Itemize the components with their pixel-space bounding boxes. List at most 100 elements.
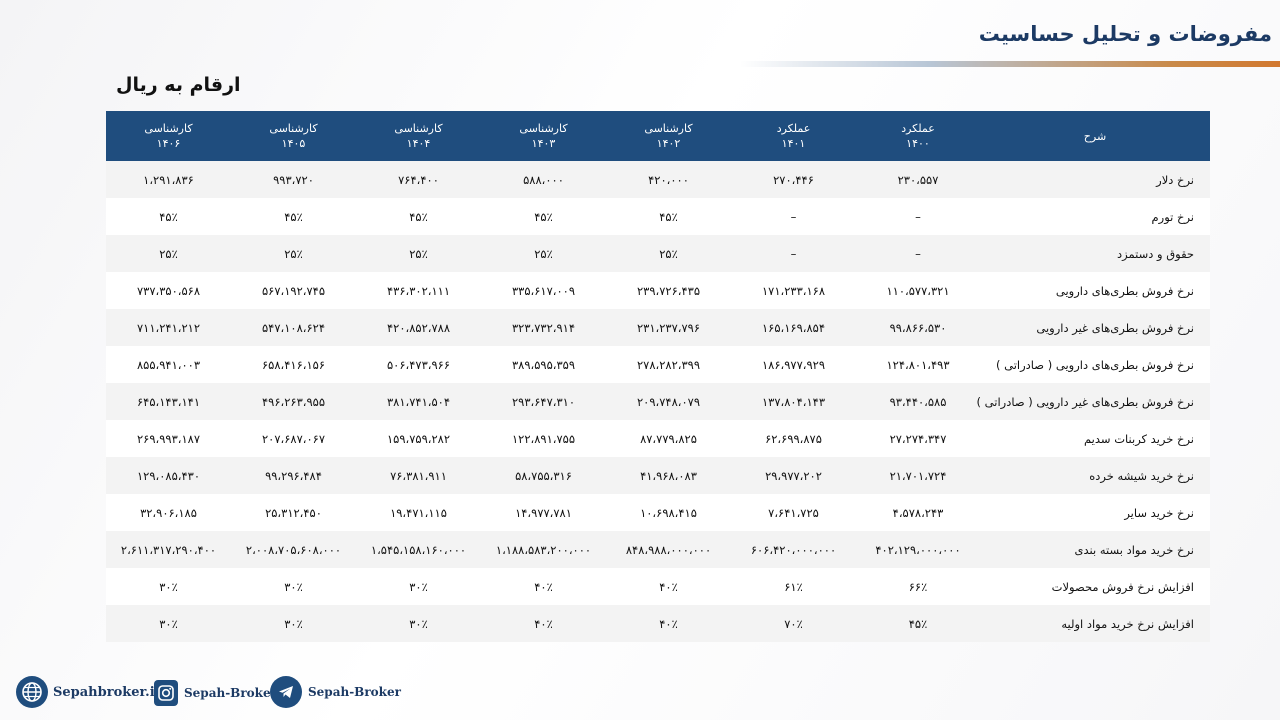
- column-header-type: کارشناسی: [644, 122, 693, 135]
- table-cell: ۴۰٪: [481, 568, 606, 605]
- table-cell: ۲۵٪: [231, 235, 356, 272]
- website-text: Sepahbroker.ir: [53, 684, 162, 700]
- table-cell: ۱۲۲،۸۹۱،۷۵۵: [481, 420, 606, 457]
- website-link[interactable]: Sepahbroker.ir: [16, 676, 161, 708]
- table-cell: ۳۰٪: [106, 568, 231, 605]
- row-label: حقوق و دستمزد: [980, 235, 1210, 272]
- column-header-1406: کارشناسی ۱۴۰۶: [106, 111, 231, 161]
- table-cell: ۱۱۰،۵۷۷،۳۲۱: [856, 272, 980, 309]
- table-cell: ۱،۵۴۵،۱۵۸،۱۶۰،۰۰۰: [356, 531, 481, 568]
- row-label: افزایش نرخ فروش محصولات: [980, 568, 1210, 605]
- row-label: نرخ فروش بطری‌های دارویی: [980, 272, 1210, 309]
- table-cell: ۷،۶۴۱،۷۲۵: [731, 494, 856, 531]
- table-cell: ۲۳۱،۲۳۷،۷۹۶: [606, 309, 731, 346]
- table-cell: ۲۶۹،۹۹۳،۱۸۷: [106, 420, 231, 457]
- table-cell: ۱۲۹،۰۸۵،۴۳۰: [106, 457, 231, 494]
- column-header-1403: کارشناسی ۱۴۰۳: [481, 111, 606, 161]
- table-cell: ۲۵٪: [481, 235, 606, 272]
- table-cell: ۵۸،۷۵۵،۳۱۶: [481, 457, 606, 494]
- row-label: نرخ تورم: [980, 198, 1210, 235]
- table-cell: ۱۵۹،۷۵۹،۲۸۲: [356, 420, 481, 457]
- table-cell: ۲۵٪: [356, 235, 481, 272]
- table-row: نرخ فروش بطری‌های غیر دارویی ( صادراتی )…: [106, 383, 1210, 420]
- column-header-description: شرح: [980, 111, 1210, 161]
- table-cell: ۳۲،۹۰۶،۱۸۵: [106, 494, 231, 531]
- table-cell: ۷۰٪: [731, 605, 856, 642]
- table-cell: ۴۵٪: [606, 198, 731, 235]
- table-cell: –: [856, 235, 980, 272]
- table-cell: ۲۷۰،۴۴۶: [731, 161, 856, 198]
- table-cell: ۷۶۴،۴۰۰: [356, 161, 481, 198]
- table-cell: ۱۳۷،۸۰۴،۱۴۳: [731, 383, 856, 420]
- table-cell: ۵۴۷،۱۰۸،۶۲۴: [231, 309, 356, 346]
- column-header-type: کارشناسی: [144, 122, 193, 135]
- row-label: نرخ دلار: [980, 161, 1210, 198]
- table-cell: ۹۹۳،۷۲۰: [231, 161, 356, 198]
- table-cell: ۳۳۵،۶۱۷،۰۰۹: [481, 272, 606, 309]
- table-row: نرخ فروش بطری‌های غیر دارویی ۹۹،۸۶۶،۵۳۰ ۱۶…: [106, 309, 1210, 346]
- column-header-1405: کارشناسی ۱۴۰۵: [231, 111, 356, 161]
- row-label: نرخ خرید سایر: [980, 494, 1210, 531]
- table-cell: ۴۳۶،۳۰۲،۱۱۱: [356, 272, 481, 309]
- table-cell: ۳۰٪: [231, 568, 356, 605]
- table-row: نرخ خرید شیشه خرده ۲۱،۷۰۱،۷۲۴ ۲۹،۹۷۷،۲۰۲ ۴۱…: [106, 457, 1210, 494]
- instagram-handle: Sepah-Broker: [184, 686, 277, 700]
- table-cell: ۴۵٪: [481, 198, 606, 235]
- table-cell: ۲۱،۷۰۱،۷۲۴: [856, 457, 980, 494]
- table-cell: ۹۹،۸۶۶،۵۳۰: [856, 309, 980, 346]
- table-cell: ۳۸۹،۵۹۵،۳۵۹: [481, 346, 606, 383]
- table-cell: ۶۰۶،۴۲۰،۰۰۰،۰۰۰: [731, 531, 856, 568]
- table-cell: ۳۰٪: [356, 605, 481, 642]
- table-row: نرخ فروش بطری‌های دارویی ( صادراتی ) ۱۲۴،…: [106, 346, 1210, 383]
- table-cell: –: [731, 198, 856, 235]
- table-cell: ۴،۵۷۸،۲۴۳: [856, 494, 980, 531]
- table-cell: ۲۳۰،۵۵۷: [856, 161, 980, 198]
- column-header-1404: کارشناسی ۱۴۰۴: [356, 111, 481, 161]
- table-cell: –: [731, 235, 856, 272]
- table-cell: ۱۰،۶۹۸،۴۱۵: [606, 494, 731, 531]
- column-header-type: کارشناسی: [519, 122, 568, 135]
- table-cell: ۲۷،۲۷۴،۳۴۷: [856, 420, 980, 457]
- slide-title: مفروضات و تحلیل حساسیت: [978, 22, 1272, 46]
- column-header-type: عملکرد: [901, 122, 935, 135]
- table-cell: ۹۹،۲۹۶،۴۸۴: [231, 457, 356, 494]
- table-cell: ۴۰٪: [606, 568, 731, 605]
- table-cell: ۸۷،۷۷۹،۸۲۵: [606, 420, 731, 457]
- table-cell: ۴۲۰،۸۵۲،۷۸۸: [356, 309, 481, 346]
- row-label: نرخ خرید مواد بسته بندی: [980, 531, 1210, 568]
- table-cell: ۱۷۱،۲۳۳،۱۶۸: [731, 272, 856, 309]
- column-header-type: عملکرد: [776, 122, 811, 135]
- table-cell: ۳۲۳،۷۳۲،۹۱۴: [481, 309, 606, 346]
- instagram-icon: [154, 680, 178, 706]
- table-cell: ۲۰۷،۶۸۷،۰۶۷: [231, 420, 356, 457]
- table-cell: ۱،۲۹۱،۸۳۶: [106, 161, 231, 198]
- table-cell: ۹۳،۴۴۰،۵۸۵: [856, 383, 980, 420]
- table-cell: ۴۵٪: [856, 605, 980, 642]
- table-cell: ۴۱،۹۶۸،۰۸۳: [606, 457, 731, 494]
- table-cell: ۱۸۶،۹۷۷،۹۲۹: [731, 346, 856, 383]
- row-label: افزایش نرخ خرید مواد اولیه: [980, 605, 1210, 642]
- table-cell: ۳۰٪: [356, 568, 481, 605]
- telegram-link[interactable]: Sepah-Broker: [270, 676, 401, 708]
- table-header-row: شرح عملکرد ۱۴۰۰ عملکرد ۱۴۰۱ کارشناسی ۱۴۰۲ ک…: [106, 111, 1210, 161]
- table-cell: ۱۹،۴۷۱،۱۱۵: [356, 494, 481, 531]
- instagram-link[interactable]: Sepah-Broker: [154, 680, 277, 706]
- table-row: نرخ فروش بطری‌های دارویی ۱۱۰،۵۷۷،۳۲۱ ۱۷۱،۲…: [106, 272, 1210, 309]
- table-cell: ۴۵٪: [356, 198, 481, 235]
- table-row: نرخ دلار ۲۳۰،۵۵۷ ۲۷۰،۴۴۶ ۴۲۰،۰۰۰ ۵۸۸،۰۰۰ ۷۶۴،…: [106, 161, 1210, 198]
- table-cell: ۴۰٪: [481, 605, 606, 642]
- title-divider: [740, 61, 1280, 67]
- table-cell: ۸۵۵،۹۴۱،۰۰۳: [106, 346, 231, 383]
- table-cell: ۴۹۶،۲۶۳،۹۵۵: [231, 383, 356, 420]
- column-header-1401: عملکرد ۱۴۰۱: [731, 111, 856, 161]
- assumptions-table: شرح عملکرد ۱۴۰۰ عملکرد ۱۴۰۱ کارشناسی ۱۴۰۲ ک…: [106, 111, 1210, 642]
- column-header-1400: عملکرد ۱۴۰۰: [856, 111, 980, 161]
- table-cell: ۲۹،۹۷۷،۲۰۲: [731, 457, 856, 494]
- table-cell: ۴۵٪: [231, 198, 356, 235]
- table-cell: ۳۰٪: [231, 605, 356, 642]
- row-label: نرخ فروش بطری‌های دارویی ( صادراتی ): [980, 346, 1210, 383]
- table-cell: ۵۸۸،۰۰۰: [481, 161, 606, 198]
- table-cell: ۵۶۷،۱۹۲،۷۴۵: [231, 272, 356, 309]
- table-cell: ۶۲،۶۹۹،۸۷۵: [731, 420, 856, 457]
- column-header-year: ۱۴۰۵: [281, 137, 306, 150]
